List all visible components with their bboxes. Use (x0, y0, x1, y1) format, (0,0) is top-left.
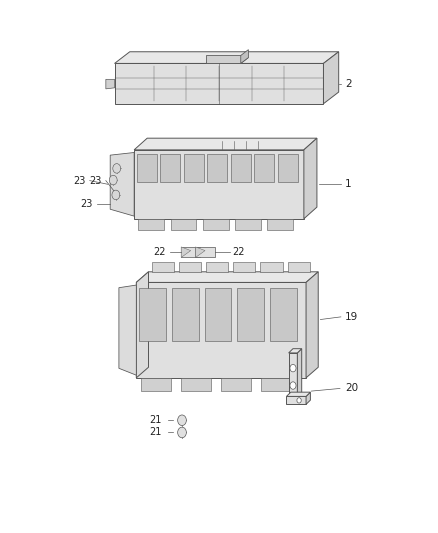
Circle shape (290, 365, 296, 372)
Polygon shape (286, 397, 306, 405)
Polygon shape (195, 247, 205, 257)
Polygon shape (261, 378, 292, 391)
Polygon shape (172, 288, 199, 341)
Polygon shape (141, 378, 171, 391)
Polygon shape (181, 378, 211, 391)
Polygon shape (254, 154, 274, 182)
Polygon shape (306, 392, 311, 405)
Polygon shape (137, 154, 157, 182)
Polygon shape (115, 52, 339, 63)
Polygon shape (233, 262, 255, 272)
Text: 21: 21 (149, 427, 162, 438)
Polygon shape (106, 79, 115, 89)
Circle shape (297, 398, 301, 403)
Polygon shape (237, 288, 264, 341)
Polygon shape (221, 378, 251, 391)
Polygon shape (138, 219, 164, 230)
Polygon shape (278, 154, 298, 182)
Text: 22: 22 (153, 247, 166, 257)
Text: 23: 23 (73, 175, 85, 185)
Polygon shape (297, 349, 302, 397)
Text: 23: 23 (81, 199, 93, 209)
Circle shape (112, 190, 120, 200)
Polygon shape (231, 154, 251, 182)
Polygon shape (286, 392, 311, 397)
Polygon shape (289, 353, 297, 397)
Text: 21: 21 (149, 415, 162, 425)
Polygon shape (241, 50, 248, 63)
Polygon shape (119, 285, 136, 375)
Polygon shape (181, 247, 191, 257)
Polygon shape (152, 262, 174, 272)
Polygon shape (205, 288, 231, 341)
Text: 2: 2 (345, 78, 352, 88)
Circle shape (110, 175, 117, 185)
Polygon shape (171, 219, 197, 230)
Text: 19: 19 (345, 312, 358, 322)
Polygon shape (206, 58, 248, 63)
Polygon shape (323, 52, 339, 104)
Circle shape (178, 415, 186, 425)
Polygon shape (179, 262, 201, 272)
Polygon shape (139, 288, 166, 341)
Polygon shape (184, 154, 204, 182)
Polygon shape (136, 272, 148, 378)
Polygon shape (206, 55, 241, 63)
Polygon shape (115, 63, 323, 104)
Polygon shape (260, 262, 283, 272)
Polygon shape (134, 150, 304, 219)
Polygon shape (289, 349, 302, 353)
Text: 20: 20 (345, 383, 358, 393)
Polygon shape (267, 219, 293, 230)
Polygon shape (203, 219, 229, 230)
Circle shape (113, 164, 120, 173)
Text: 1: 1 (345, 179, 352, 189)
Polygon shape (270, 288, 297, 341)
Circle shape (178, 427, 186, 438)
Polygon shape (304, 138, 317, 219)
Polygon shape (160, 154, 180, 182)
Polygon shape (136, 282, 306, 378)
Polygon shape (235, 219, 261, 230)
Text: 22: 22 (232, 247, 244, 257)
Polygon shape (306, 272, 318, 378)
Polygon shape (134, 138, 317, 150)
Polygon shape (206, 262, 228, 272)
Polygon shape (110, 152, 134, 216)
Text: 23: 23 (89, 175, 102, 185)
Circle shape (290, 382, 296, 389)
Polygon shape (207, 154, 227, 182)
Polygon shape (136, 272, 318, 282)
Polygon shape (181, 247, 200, 257)
Polygon shape (288, 262, 310, 272)
Polygon shape (195, 247, 215, 257)
